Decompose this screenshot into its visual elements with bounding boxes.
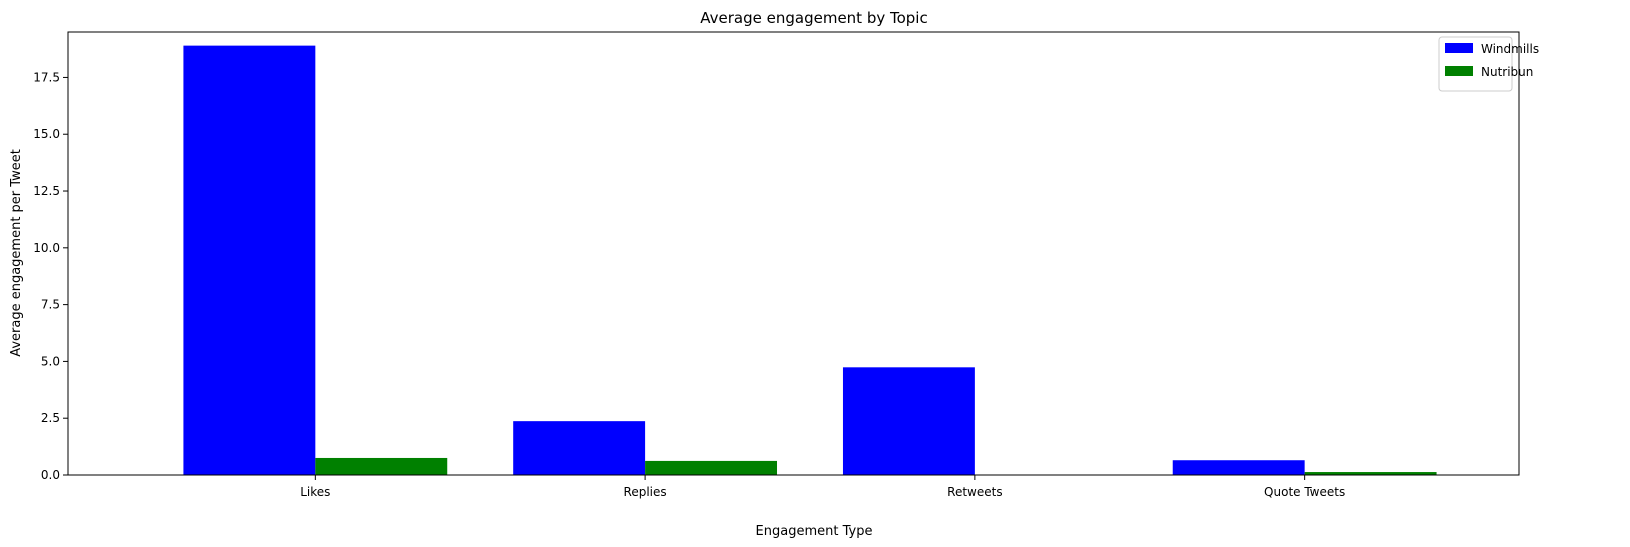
bar-windmills-retweets (842, 367, 975, 475)
legend-swatch-windmills (1445, 43, 1473, 53)
y-tick-label: 7.5 (41, 298, 60, 312)
legend-swatch-nutribun (1445, 66, 1473, 76)
x-tick-label: Retweets (947, 485, 1002, 499)
y-tick-label: 12.5 (33, 184, 60, 198)
y-tick-label: 15.0 (33, 127, 60, 141)
y-tick-label: 2.5 (41, 411, 60, 425)
bar-windmills-replies (513, 421, 646, 475)
y-tick-label: 17.5 (33, 70, 60, 84)
chart-title: Average engagement by Topic (700, 9, 927, 27)
y-tick-label: 10.0 (33, 241, 60, 255)
legend-label-windmills: Windmills (1481, 42, 1539, 56)
x-tick-label: Replies (624, 485, 667, 499)
x-axis: Likes Replies Retweets Quote Tweets (300, 475, 1345, 499)
bars-group (183, 45, 1437, 475)
bar-windmills-likes (183, 45, 316, 475)
y-axis-label: Average engagement per Tweet (9, 149, 24, 357)
legend-label-nutribun: Nutribun (1481, 65, 1533, 79)
plot-frame (67, 31, 1520, 476)
y-tick-label: 0.0 (41, 468, 60, 482)
y-tick-label: 5.0 (41, 354, 60, 368)
legend: Windmills Nutribun (1438, 36, 1539, 92)
bar-nutribun-replies (645, 460, 778, 475)
x-axis-label: Engagement Type (756, 524, 873, 539)
bar-nutribun-quote-tweets (1304, 472, 1437, 475)
x-tick-label: Quote Tweets (1264, 485, 1345, 499)
bar-nutribun-likes (315, 457, 448, 475)
bar-windmills-quote-tweets (1172, 460, 1305, 475)
x-tick-label: Likes (300, 485, 330, 499)
y-axis: 0.0 2.5 5.0 7.5 10.0 12.5 15.0 17.5 (33, 70, 68, 482)
